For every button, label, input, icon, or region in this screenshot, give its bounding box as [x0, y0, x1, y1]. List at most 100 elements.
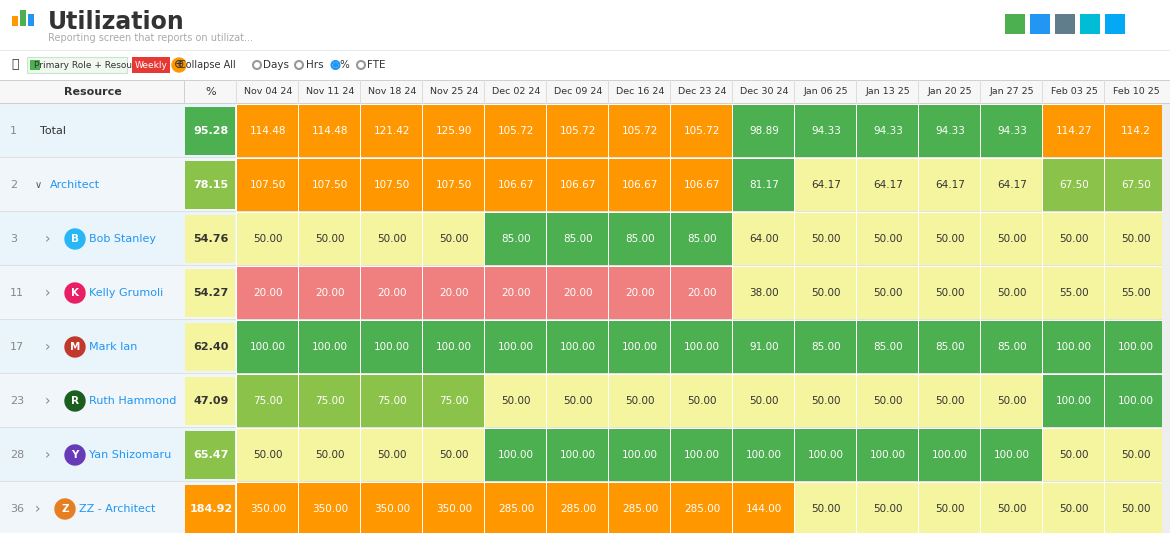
- Bar: [1104, 429, 1166, 481]
- Text: Nov 04 24: Nov 04 24: [243, 87, 292, 96]
- Bar: [1104, 213, 1166, 265]
- Text: 100.00: 100.00: [560, 342, 596, 352]
- Bar: [1104, 483, 1166, 533]
- Bar: [856, 159, 918, 211]
- Bar: [1005, 14, 1025, 34]
- Text: 50.00: 50.00: [811, 396, 841, 406]
- Bar: [185, 107, 235, 155]
- Text: 100.00: 100.00: [1119, 396, 1154, 406]
- Text: 106.67: 106.67: [683, 180, 721, 190]
- Text: B: B: [71, 234, 80, 244]
- Text: ›: ›: [46, 340, 50, 354]
- Bar: [548, 213, 608, 265]
- Bar: [362, 267, 422, 319]
- Bar: [732, 375, 794, 427]
- Bar: [132, 57, 170, 73]
- Bar: [300, 483, 360, 533]
- Bar: [1042, 429, 1104, 481]
- Text: Bob Stanley: Bob Stanley: [89, 234, 156, 244]
- Text: 75.00: 75.00: [315, 396, 345, 406]
- Text: 50.00: 50.00: [873, 234, 903, 244]
- Circle shape: [253, 61, 261, 69]
- Bar: [362, 483, 422, 533]
- Bar: [424, 267, 484, 319]
- Text: 50.00: 50.00: [935, 504, 965, 514]
- Text: 75.00: 75.00: [439, 396, 469, 406]
- Text: 85.00: 85.00: [563, 234, 593, 244]
- Text: ›: ›: [46, 448, 50, 462]
- Bar: [185, 431, 235, 479]
- Text: 85.00: 85.00: [687, 234, 717, 244]
- Bar: [548, 375, 608, 427]
- Bar: [0, 212, 238, 266]
- Bar: [238, 267, 298, 319]
- Text: 50.00: 50.00: [997, 234, 1027, 244]
- Text: Collapse All: Collapse All: [179, 60, 235, 70]
- Text: Z: Z: [61, 504, 69, 514]
- Text: 100.00: 100.00: [932, 450, 968, 460]
- Text: K: K: [71, 288, 80, 298]
- Bar: [185, 161, 235, 209]
- Text: 20.00: 20.00: [687, 288, 717, 298]
- Bar: [610, 159, 670, 211]
- Text: 55.00: 55.00: [1059, 288, 1089, 298]
- Bar: [732, 429, 794, 481]
- Text: 67.50: 67.50: [1121, 180, 1151, 190]
- Text: 50.00: 50.00: [377, 234, 407, 244]
- Bar: [0, 80, 1170, 104]
- Text: 107.50: 107.50: [374, 180, 411, 190]
- Text: 23: 23: [11, 396, 25, 406]
- Bar: [1104, 14, 1126, 34]
- Text: 50.00: 50.00: [687, 396, 717, 406]
- Bar: [238, 375, 298, 427]
- Text: 100.00: 100.00: [250, 342, 285, 352]
- Text: 50.00: 50.00: [253, 234, 283, 244]
- Text: 54.76: 54.76: [193, 234, 228, 244]
- Text: 105.72: 105.72: [683, 126, 721, 136]
- Text: Weekly: Weekly: [135, 61, 167, 69]
- Bar: [362, 213, 422, 265]
- Bar: [424, 105, 484, 157]
- Bar: [1042, 267, 1104, 319]
- Text: 100.00: 100.00: [374, 342, 410, 352]
- Text: 95.28: 95.28: [193, 126, 228, 136]
- Text: 47.09: 47.09: [193, 396, 228, 406]
- Bar: [424, 321, 484, 373]
- Text: 100.00: 100.00: [622, 342, 658, 352]
- Text: 50.00: 50.00: [749, 396, 779, 406]
- Text: 78.15: 78.15: [193, 180, 228, 190]
- Text: Dec 23 24: Dec 23 24: [677, 87, 727, 96]
- Text: 20.00: 20.00: [253, 288, 283, 298]
- Bar: [0, 428, 238, 482]
- Text: Feb 10 25: Feb 10 25: [1113, 87, 1159, 96]
- Text: FTE: FTE: [367, 60, 386, 70]
- Bar: [1104, 375, 1166, 427]
- Text: 67.50: 67.50: [1059, 180, 1089, 190]
- Text: %: %: [206, 87, 216, 97]
- Circle shape: [357, 61, 365, 69]
- Bar: [1030, 14, 1049, 34]
- Bar: [794, 483, 856, 533]
- Bar: [0, 482, 238, 533]
- Text: 94.33: 94.33: [935, 126, 965, 136]
- Text: ›: ›: [46, 286, 50, 300]
- Text: 50.00: 50.00: [997, 288, 1027, 298]
- Bar: [185, 215, 235, 263]
- Bar: [548, 105, 608, 157]
- Text: Dec 02 24: Dec 02 24: [491, 87, 541, 96]
- Text: 36: 36: [11, 504, 25, 514]
- Text: 50.00: 50.00: [1059, 234, 1089, 244]
- Text: 50.00: 50.00: [935, 288, 965, 298]
- Bar: [856, 105, 918, 157]
- Text: ›: ›: [46, 232, 50, 246]
- Text: 50.00: 50.00: [1121, 234, 1151, 244]
- Text: ›: ›: [35, 502, 41, 516]
- Text: ⊕: ⊕: [174, 59, 184, 71]
- Text: 105.72: 105.72: [621, 126, 659, 136]
- Text: 50.00: 50.00: [873, 288, 903, 298]
- Text: 91.00: 91.00: [749, 342, 779, 352]
- Bar: [1104, 105, 1166, 157]
- Text: Kelly Grumoli: Kelly Grumoli: [89, 288, 164, 298]
- Text: 28: 28: [11, 450, 25, 460]
- Text: Hrs: Hrs: [305, 60, 323, 70]
